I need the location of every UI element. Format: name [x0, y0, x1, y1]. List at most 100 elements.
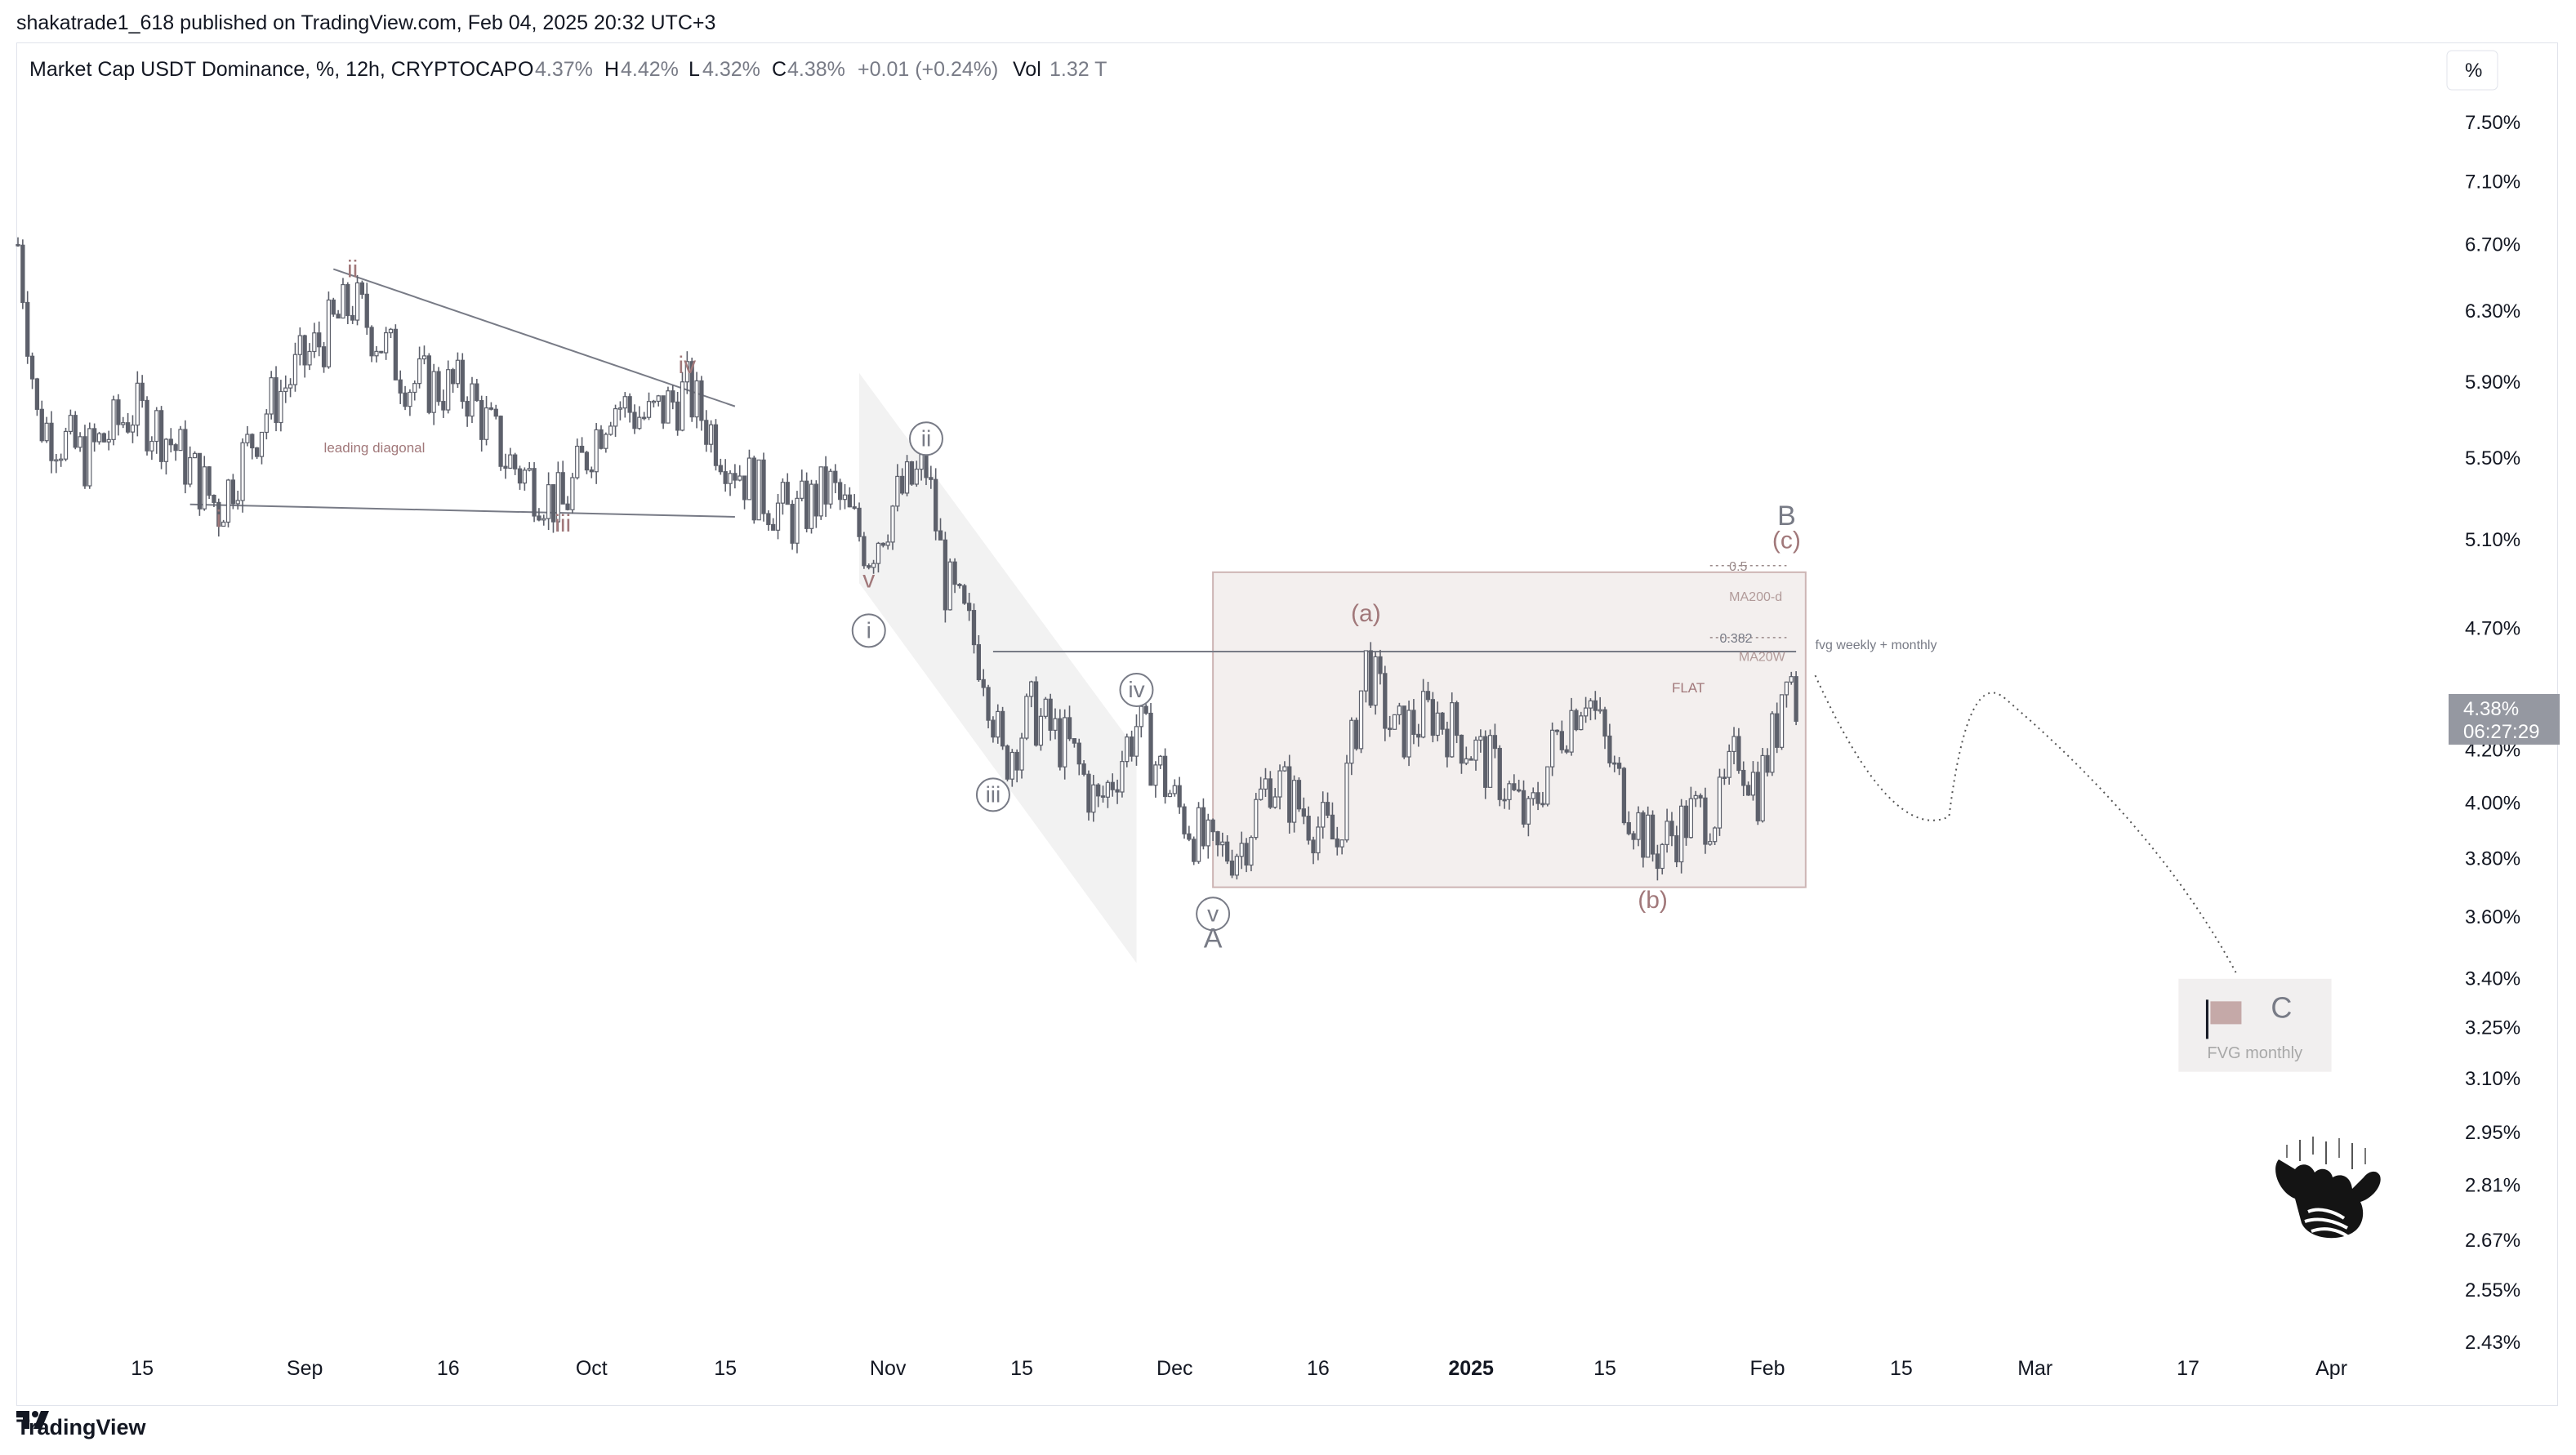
- time-tick: Nov: [870, 1357, 907, 1380]
- candle: [833, 464, 838, 494]
- candle: [1784, 681, 1789, 708]
- scale-unit-button[interactable]: [2446, 50, 2498, 91]
- candle: [986, 684, 991, 729]
- candle: [876, 541, 881, 573]
- candle: [1708, 833, 1713, 846]
- candle: [1063, 709, 1067, 780]
- candle: [517, 465, 523, 490]
- candle: [1445, 721, 1450, 768]
- candle: [1192, 836, 1197, 865]
- diagonal-upper-trendline[interactable]: [332, 268, 736, 407]
- candle: [1388, 715, 1393, 737]
- candle: [751, 456, 756, 524]
- candle: [1559, 720, 1564, 754]
- candle: [1344, 754, 1349, 843]
- candle: [446, 360, 451, 414]
- candle: [680, 372, 685, 432]
- wave-label-circled-iii-circle: [975, 777, 1010, 812]
- time-tick: 15: [131, 1357, 154, 1380]
- candle: [723, 459, 728, 492]
- candle: [1029, 680, 1034, 708]
- candle: [470, 376, 475, 424]
- wave-label-c: (c): [1772, 527, 1801, 554]
- candle: [1512, 774, 1517, 791]
- candle: [1301, 797, 1306, 825]
- candle: [421, 345, 427, 365]
- fib-0-382-label: 0.382: [1719, 632, 1752, 646]
- candle: [813, 480, 819, 528]
- candle: [1148, 703, 1153, 786]
- candle: [1268, 771, 1272, 809]
- candle: [1665, 808, 1669, 853]
- candle: [1287, 754, 1292, 834]
- wave-label-circled-v: v: [1207, 901, 1219, 926]
- candle: [718, 458, 723, 475]
- candle: [465, 396, 470, 427]
- candle: [900, 468, 905, 496]
- candle: [1282, 761, 1287, 772]
- candle: [1081, 760, 1086, 776]
- candle: [475, 379, 479, 402]
- candle: [1321, 791, 1326, 839]
- candle: [1196, 802, 1201, 864]
- candle: [1244, 838, 1249, 873]
- bar-countdown: 06:27:29: [2463, 721, 2539, 743]
- candle: [140, 375, 145, 408]
- time-tick: Apr: [2315, 1357, 2347, 1380]
- candle: [1296, 777, 1302, 812]
- candle: [1402, 705, 1406, 759]
- candle: [1038, 708, 1044, 751]
- candle: [1588, 698, 1593, 721]
- candle: [1554, 729, 1560, 736]
- price-tick: 4.00%: [2465, 792, 2520, 814]
- candle: [1727, 744, 1731, 785]
- candle: [78, 432, 82, 452]
- candle: [350, 305, 355, 324]
- candle: [646, 392, 652, 420]
- projection-path[interactable]: [1814, 674, 2237, 973]
- candle: [632, 404, 637, 434]
- legend-high-value: 4.42%: [621, 58, 679, 81]
- candle: [513, 452, 518, 475]
- price-tick: 2.95%: [2465, 1122, 2520, 1144]
- candle: [780, 478, 786, 515]
- candle: [1373, 652, 1378, 715]
- candle: [599, 425, 604, 450]
- candle: [1048, 693, 1053, 741]
- candle: [1358, 690, 1364, 754]
- candle: [1497, 745, 1502, 807]
- tradingview-logo-icon: [16, 1411, 49, 1429]
- candle: [393, 324, 398, 380]
- candle: [450, 367, 456, 394]
- candle: [63, 427, 69, 461]
- legend-change: +0.01 (+0.24%): [858, 58, 998, 81]
- candle: [929, 465, 934, 489]
- time-tick: 16: [1307, 1357, 1330, 1380]
- candle: [87, 422, 92, 489]
- candle: [1167, 790, 1173, 798]
- time-tick: 17: [2177, 1357, 2199, 1380]
- candle: [738, 465, 742, 482]
- candle: [1750, 761, 1756, 801]
- candle: [417, 346, 422, 389]
- footer-branding[interactable]: TradingView: [16, 1411, 146, 1444]
- candle: [790, 500, 795, 550]
- candle: [240, 438, 245, 513]
- candle: [149, 436, 154, 461]
- fvg-monthly-rectangle[interactable]: [2178, 978, 2332, 1072]
- candle: [274, 366, 279, 432]
- diagonal-lower-trendline[interactable]: [189, 503, 735, 518]
- legend-open-value: 4.37%: [535, 58, 593, 81]
- candle: [800, 469, 804, 501]
- publisher-line: shakatrade1_618 published on TradingView…: [16, 11, 716, 34]
- candle: [904, 455, 910, 496]
- candle: [570, 473, 575, 514]
- candle: [1277, 764, 1282, 810]
- candle: [1621, 767, 1627, 825]
- wave-label-circled-i: i: [867, 617, 871, 643]
- price-scale[interactable]: 7.50% 7.10% 6.70% 6.30% 5.90% 5.50% 5.10% 4.70%…: [2465, 112, 2520, 1354]
- time-scale[interactable]: 15 Sep 16 Oct 15 Nov 15 Dec 16 2025 15 Feb 15 Mar 17 Ap…: [131, 1357, 2347, 1380]
- candle: [656, 394, 661, 407]
- wave-label-b: (b): [1638, 887, 1668, 914]
